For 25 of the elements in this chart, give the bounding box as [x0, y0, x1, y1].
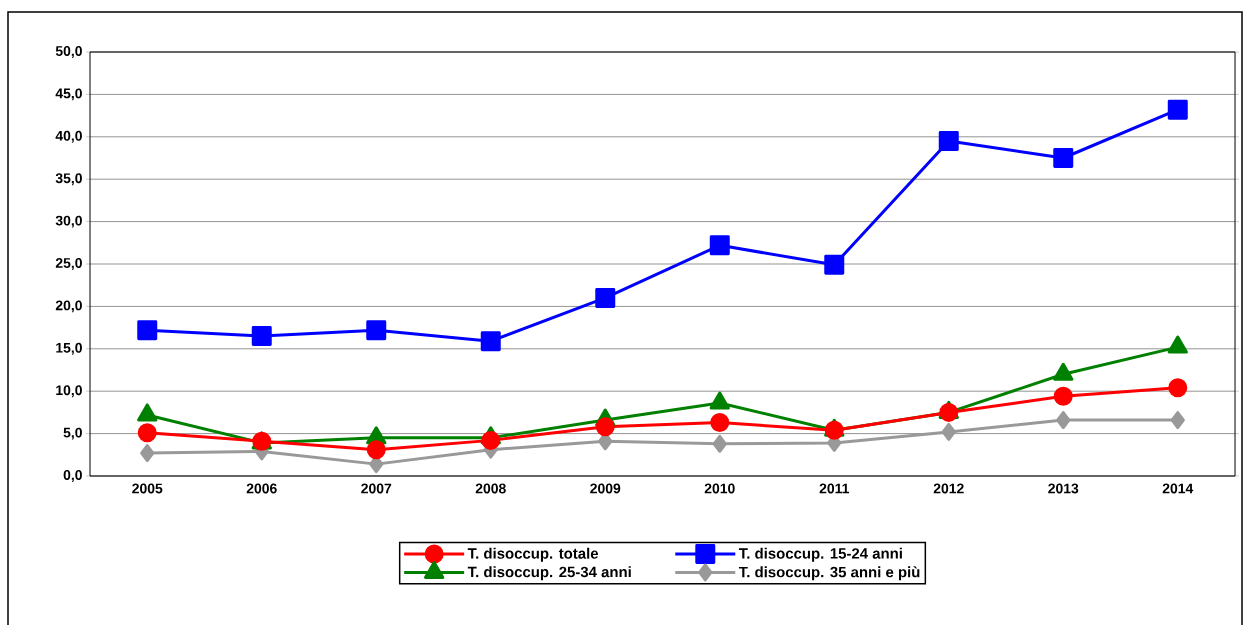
y-tick-label: 15,0 — [56, 342, 82, 355]
y-tick-label: 40,0 — [55, 130, 82, 143]
y-tick-label: 0,0 — [63, 470, 82, 482]
x-tick-label: 2010 — [704, 483, 735, 494]
x-tick-label: 2011 — [819, 483, 849, 494]
x-tick-label: 2014 — [1162, 483, 1194, 494]
y-tick-label: 5,0 — [63, 427, 82, 440]
y-tick-label: 10,0 — [56, 385, 82, 398]
y-tick-label: 45,0 — [55, 88, 82, 101]
y-tick-label: 20,0 — [55, 300, 82, 313]
x-tick-label: 2012 — [933, 483, 964, 494]
y-tick-label: 25,0 — [55, 258, 82, 270]
legend-label: T. disoccup. 25-34 anni — [467, 566, 631, 581]
x-tick-label: 2008 — [475, 483, 506, 494]
x-tick-label: 2013 — [1048, 483, 1079, 494]
x-tick-label: 2009 — [590, 483, 621, 494]
y-tick-label: 30,0 — [55, 215, 82, 228]
legend-label: T. disoccup. 35 anni e più — [738, 566, 920, 581]
y-tick-label: 35,0 — [55, 173, 82, 186]
x-tick-label: 2006 — [246, 483, 277, 494]
x-tick-label: 2007 — [361, 483, 392, 494]
y-tick-label: 50,0 — [55, 46, 82, 58]
legend-label: T. disoccup. totale — [467, 547, 599, 562]
x-tick-label: 2005 — [132, 483, 163, 494]
legend-label: T. disoccup. 15-24 anni — [738, 547, 902, 562]
